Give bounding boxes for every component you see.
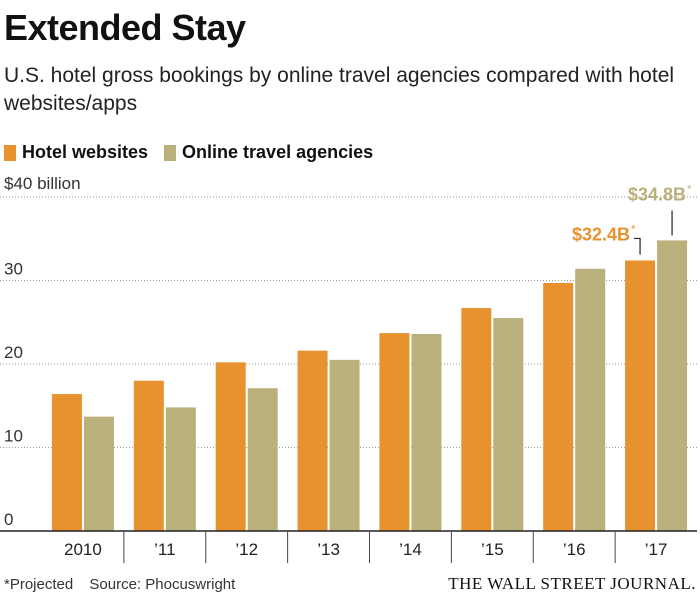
y-tick-label: 0 bbox=[4, 510, 13, 529]
x-tick-label: ’16 bbox=[563, 540, 586, 559]
source-note: Source: Phocuswright bbox=[89, 576, 236, 593]
bar-hotel-websites bbox=[543, 283, 574, 531]
legend-label-online-travel-agencies: Online travel agencies bbox=[182, 142, 374, 162]
legend-item-hotel-websites: Hotel websites bbox=[4, 142, 148, 163]
bar-online-travel-agencies bbox=[411, 333, 442, 531]
x-tick-label: ’15 bbox=[481, 540, 504, 559]
x-tick-label: ’13 bbox=[317, 540, 340, 559]
bar-online-travel-agencies bbox=[657, 240, 688, 532]
footer: *Projected Source: Phocuswright bbox=[4, 576, 247, 593]
legend-item-online-travel-agencies: Online travel agencies bbox=[164, 142, 373, 163]
legend: Hotel websites Online travel agencies bbox=[4, 142, 389, 163]
x-tick-label: ’12 bbox=[235, 540, 258, 559]
bar-online-travel-agencies bbox=[329, 359, 360, 531]
y-tick-label: 20 bbox=[4, 343, 23, 362]
data-label-hotel-websites-2017: $32.4B bbox=[572, 224, 630, 244]
annotation-asterisk: * bbox=[631, 223, 636, 235]
bar-hotel-websites bbox=[625, 260, 656, 531]
publisher-logo: THE WALL STREET JOURNAL. bbox=[448, 574, 696, 593]
chart-title: Extended Stay bbox=[4, 7, 246, 48]
bar-hotel-websites bbox=[461, 308, 492, 531]
bar-online-travel-agencies bbox=[493, 318, 524, 531]
data-label-online-travel-agencies-2017: $34.8B bbox=[628, 184, 686, 204]
bar-hotel-websites bbox=[133, 380, 164, 531]
bar-online-travel-agencies bbox=[575, 268, 606, 531]
bar-online-travel-agencies bbox=[165, 407, 196, 531]
bar-hotel-websites bbox=[215, 362, 246, 531]
y-tick-label: $40 billion bbox=[4, 174, 81, 193]
bar-online-travel-agencies bbox=[247, 388, 278, 531]
legend-swatch-online-travel-agencies bbox=[164, 144, 177, 161]
y-tick-label: 10 bbox=[4, 427, 23, 446]
y-tick-label: 30 bbox=[4, 260, 23, 279]
legend-swatch-hotel-websites bbox=[4, 144, 16, 161]
annotation-connector bbox=[634, 237, 641, 255]
bar-hotel-websites bbox=[51, 394, 82, 531]
legend-label-hotel-websites: Hotel websites bbox=[22, 142, 149, 162]
x-tick-label: ’11 bbox=[154, 540, 175, 559]
x-tick-label: ’17 bbox=[645, 540, 668, 559]
bar-hotel-websites bbox=[379, 333, 410, 531]
annotation-asterisk: * bbox=[687, 183, 692, 195]
bar-hotel-websites bbox=[297, 350, 328, 531]
bar-online-travel-agencies bbox=[83, 416, 114, 531]
footnote: *Projected bbox=[4, 576, 74, 593]
chart-subtitle: U.S. hotel gross bookings by online trav… bbox=[4, 64, 675, 115]
x-tick-label: ’14 bbox=[399, 540, 422, 559]
x-tick-label: 2010 bbox=[64, 540, 102, 559]
